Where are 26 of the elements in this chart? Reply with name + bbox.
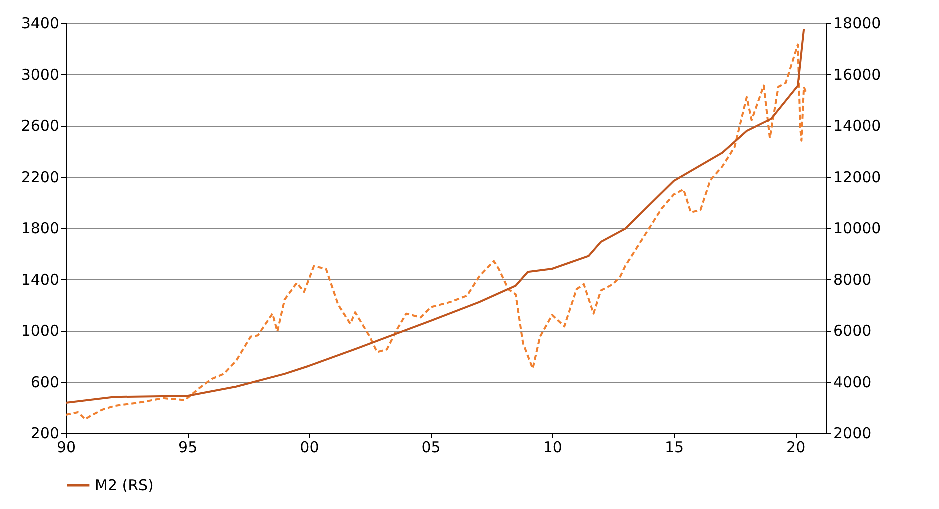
y-tick-label: 3400 xyxy=(21,14,60,32)
x-tick-label: 90 xyxy=(56,438,76,456)
y-tick-label: 3000 xyxy=(21,66,60,84)
y2-tick-label: 18000 xyxy=(834,14,882,32)
x-tick-label: 15 xyxy=(664,438,684,456)
y-tick-label: 200 xyxy=(30,424,60,442)
x-tick-label: 20 xyxy=(786,438,806,456)
y2-tick-label: 4000 xyxy=(834,373,872,392)
y2-tick-label: 12000 xyxy=(834,168,882,186)
y2-tick-label: 6000 xyxy=(834,322,872,340)
legend-label: M2 (RS) xyxy=(95,476,154,494)
y-tick-label: 2200 xyxy=(21,168,60,186)
x-tick-label: 00 xyxy=(300,438,320,456)
y-tick-label: 1800 xyxy=(21,220,60,238)
y2-tick-label: 10000 xyxy=(834,220,882,238)
y-tick-label: 2600 xyxy=(21,117,60,135)
y2-tick-label: 16000 xyxy=(834,66,882,84)
y-tick-label: 1000 xyxy=(21,322,60,340)
y2-tick-label: 14000 xyxy=(834,117,882,135)
x-tick-label: 95 xyxy=(178,438,198,456)
y2-tick-label: 2000 xyxy=(834,424,872,442)
x-tick-label: 05 xyxy=(422,438,441,456)
y-tick-label: 1400 xyxy=(21,270,60,289)
y-tick-label: 600 xyxy=(30,373,60,392)
y2-tick-label: 8000 xyxy=(834,270,872,289)
x-tick-label: 10 xyxy=(543,438,562,456)
